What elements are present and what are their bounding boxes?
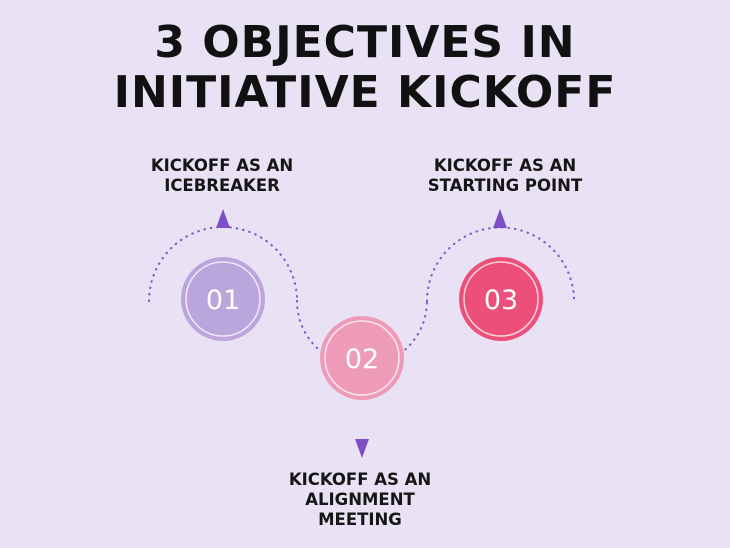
step-2-badge: 02 — [320, 316, 404, 400]
step-3-label-line-1: KICKOFF AS AN — [433, 156, 577, 175]
step-1-label-line-1: KICKOFF AS AN — [150, 156, 294, 175]
step-3-badge: 03 — [459, 257, 543, 341]
step-2-label-line-1: KICKOFF AS AN — [288, 470, 432, 489]
step-2-number: 02 — [345, 344, 379, 375]
step-3-label: KICKOFF AS AN STARTING POINT — [395, 156, 615, 196]
title-line-2: INITIATIVE KICKOFF — [113, 67, 617, 118]
step-1-label: KICKOFF AS AN ICEBREAKER — [122, 156, 322, 196]
arrow-down-icon — [355, 439, 369, 458]
step-3-number: 03 — [484, 285, 518, 316]
title-line-1: 3 OBJECTIVES IN — [154, 17, 576, 68]
step-3-label-line-2: STARTING POINT — [427, 176, 583, 195]
dotted-path-3 — [425, 226, 576, 303]
step-1-label-line-2: ICEBREAKER — [164, 176, 280, 195]
page-title: 3 OBJECTIVES IN INITIATIVE KICKOFF — [0, 18, 730, 118]
step-2-label-line-3: MEETING — [318, 510, 402, 529]
arrow-up-icon-1 — [216, 209, 230, 228]
step-2-label-line-2: ALIGNMENT — [305, 490, 415, 509]
step-1-badge: 01 — [181, 257, 265, 341]
arrow-up-icon-2 — [493, 209, 507, 228]
step-1-number: 01 — [206, 285, 240, 316]
step-2-label: KICKOFF AS AN ALIGNMENT MEETING — [250, 470, 470, 530]
